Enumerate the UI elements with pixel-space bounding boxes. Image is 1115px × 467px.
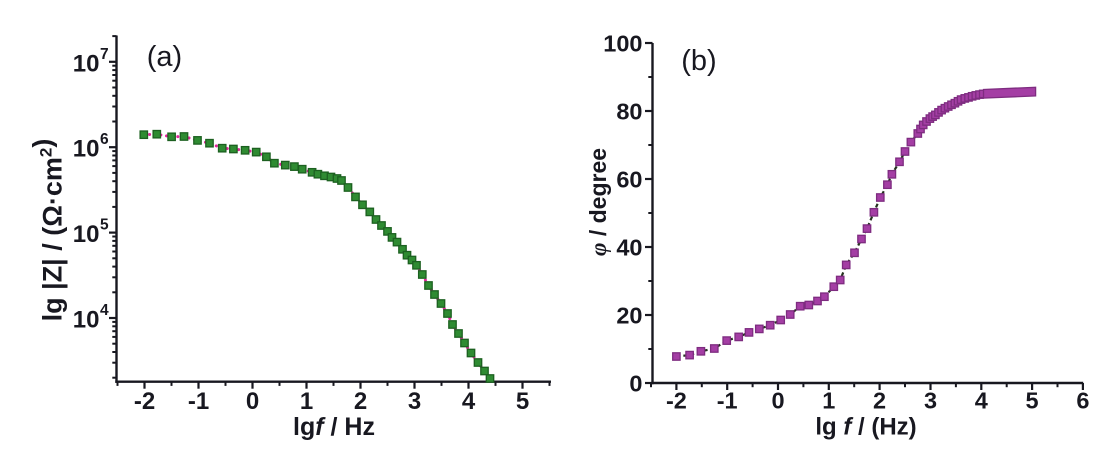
svg-text:3: 3: [408, 388, 421, 415]
svg-text:20: 20: [616, 303, 642, 329]
svg-text:1: 1: [822, 388, 835, 414]
svg-text:1: 1: [300, 388, 313, 415]
svg-text:lgf / Hz: lgf / Hz: [293, 413, 375, 441]
svg-text:2: 2: [873, 388, 886, 414]
svg-text:φ / degree: φ / degree: [585, 148, 611, 256]
svg-text:100: 100: [603, 31, 642, 57]
svg-text:80: 80: [616, 99, 642, 125]
svg-text:10: 10: [73, 50, 100, 77]
svg-text:40: 40: [616, 235, 642, 261]
svg-text:2: 2: [354, 388, 367, 415]
svg-text:4: 4: [100, 302, 109, 319]
svg-text:7: 7: [100, 46, 109, 63]
svg-text:-1: -1: [717, 388, 738, 414]
svg-text:-2: -2: [666, 388, 687, 414]
svg-text:0: 0: [246, 388, 259, 415]
svg-text:5: 5: [516, 388, 529, 415]
svg-text:5: 5: [1026, 388, 1039, 414]
svg-text:6: 6: [100, 131, 109, 148]
svg-text:4: 4: [975, 388, 988, 414]
svg-text:(b): (b): [681, 45, 716, 77]
svg-text:0: 0: [771, 388, 784, 414]
svg-text:5: 5: [100, 217, 109, 234]
svg-text:10: 10: [73, 307, 100, 334]
svg-text:60: 60: [616, 167, 642, 193]
svg-text:-2: -2: [134, 388, 155, 415]
svg-text:lg f / (Hz): lg f / (Hz): [815, 414, 916, 441]
svg-text:3: 3: [924, 388, 937, 414]
svg-text:10: 10: [73, 221, 100, 248]
svg-text:4: 4: [462, 388, 476, 415]
svg-text:6: 6: [1076, 388, 1089, 414]
svg-text:0: 0: [629, 371, 642, 397]
svg-text:10: 10: [73, 136, 100, 163]
svg-text:(a): (a): [147, 41, 182, 73]
svg-text:-1: -1: [188, 388, 209, 415]
